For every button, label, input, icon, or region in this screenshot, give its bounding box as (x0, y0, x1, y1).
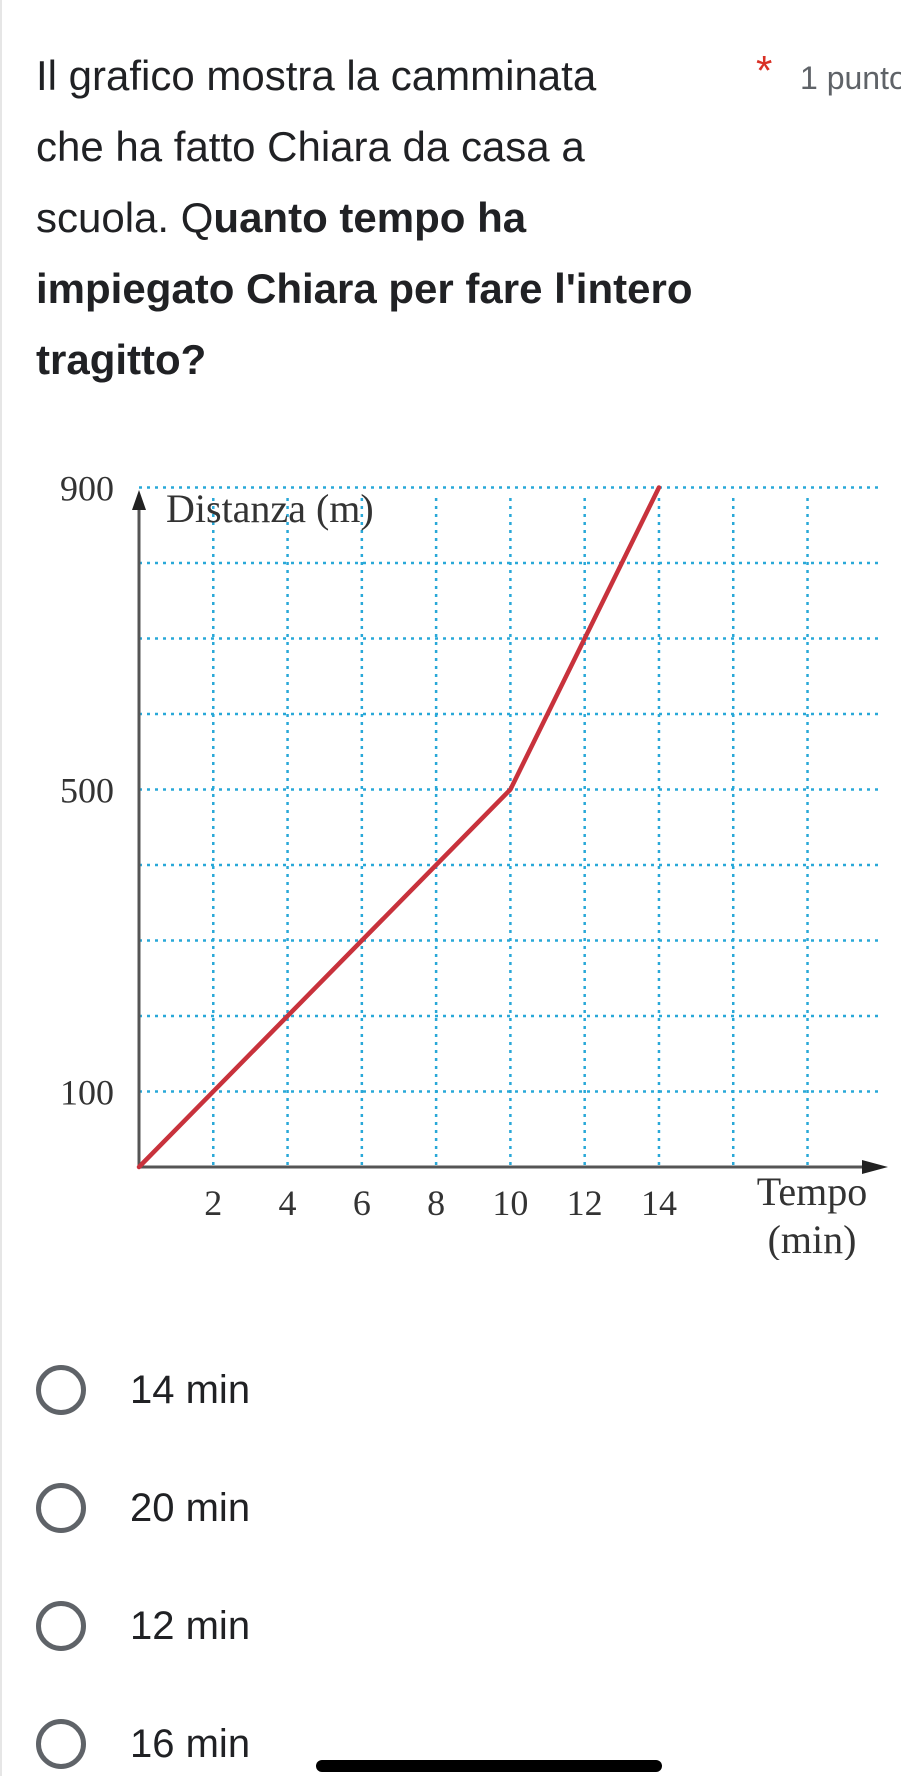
y-tick-label: 900 (60, 469, 114, 509)
chart-svg: 2 4 6 8 10 12 14 100 500 900 Distanza (m) Tempo (… (60, 469, 888, 1260)
question-text-part: scuola. Q (36, 194, 214, 241)
radio-button[interactable] (36, 1483, 86, 1533)
axes-layer (132, 490, 888, 1174)
x-tick-label: 4 (279, 1183, 297, 1223)
ticks-layer: 2 4 6 8 10 12 14 100 500 900 (60, 469, 677, 1224)
option-16-min[interactable]: 16 min (36, 1714, 250, 1774)
option-label: 12 min (130, 1603, 251, 1648)
distance-time-chart: 2 4 6 8 10 12 14 100 500 900 Distanza (m) Tempo (… (0, 460, 901, 1260)
option-14-min[interactable]: 14 min (36, 1360, 250, 1420)
required-marker: * (756, 47, 773, 94)
series-line-0 (136, 485, 662, 1170)
x-axis-label-line2: (min) (768, 1217, 857, 1260)
x-tick-label: 12 (567, 1183, 603, 1223)
y-tick-label: 100 (60, 1073, 114, 1113)
x-tick-label: 2 (204, 1183, 222, 1223)
question-text: Il grafico mostra la camminata che ha fat… (36, 40, 736, 395)
question-text-part: uanto tempo ha (213, 194, 527, 241)
radio-button[interactable] (36, 1601, 86, 1651)
x-tick-label: 10 (492, 1183, 528, 1223)
option-12-min[interactable]: 12 min (36, 1596, 250, 1656)
radio-button[interactable] (36, 1365, 86, 1415)
x-tick-label: 8 (427, 1183, 445, 1223)
grid-layer (139, 486, 880, 1167)
x-axis-arrow-icon (862, 1160, 888, 1174)
option-label: 16 min (130, 1721, 251, 1766)
page-edge (0, 0, 2, 1776)
y-axis-arrow-icon (132, 490, 146, 510)
x-tick-label: 6 (353, 1183, 371, 1223)
radio-button[interactable] (36, 1719, 86, 1769)
option-label: 14 min (130, 1367, 251, 1412)
x-axis-label-line1: Tempo (757, 1169, 868, 1214)
y-axis-label: Distanza (m) (166, 486, 374, 531)
question-block: Il grafico mostra la camminata che ha fat… (36, 40, 736, 395)
series-layer (136, 485, 662, 1170)
option-label: 20 min (130, 1485, 251, 1530)
option-20-min[interactable]: 20 min (36, 1478, 250, 1538)
points-label: 1 punto (800, 60, 901, 96)
question-text-part: impiegato Chiara per fare l'intero (36, 265, 693, 312)
question-text-part: Il grafico mostra la camminata (36, 52, 597, 99)
y-tick-label: 500 (60, 771, 114, 811)
question-text-part: tragitto? (36, 336, 207, 383)
home-indicator[interactable] (316, 1760, 662, 1772)
question-text-part: che ha fatto Chiara da casa a (36, 123, 585, 170)
x-tick-label: 14 (641, 1183, 677, 1223)
